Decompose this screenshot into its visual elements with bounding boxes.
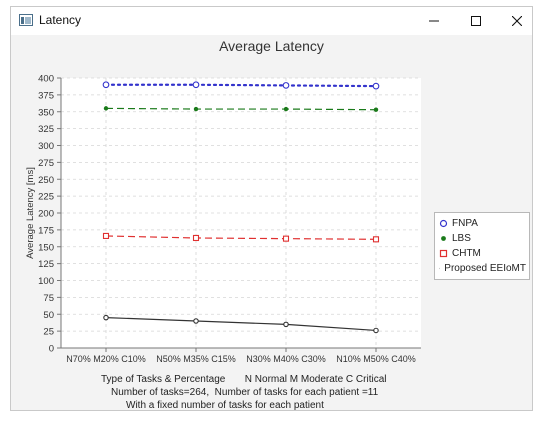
- data-point: [372, 82, 380, 90]
- y-tick-label: 200: [38, 209, 54, 220]
- data-point: [282, 82, 290, 89]
- chart-title: Average Latency: [219, 38, 324, 54]
- y-tick-label: 50: [43, 310, 54, 321]
- x-tick-label: N70% M20% C10%: [66, 354, 146, 364]
- y-tick-label: 100: [38, 276, 54, 287]
- data-point: [192, 81, 200, 89]
- y-tick-label: 325: [38, 124, 54, 135]
- java-app-icon: [19, 14, 33, 26]
- y-tick-label: 150: [38, 242, 54, 253]
- square-marker-icon: [439, 249, 448, 258]
- y-axis-label: Average Latency [ms]: [25, 167, 36, 259]
- data-point: [283, 106, 289, 112]
- circle-marker-icon: [439, 268, 441, 269]
- legend-item-lbs: LBS: [439, 231, 526, 246]
- caption-fixed-tasks: With a fixed number of tasks for each pa…: [126, 400, 324, 411]
- series-line: [104, 83, 378, 88]
- legend-label: FNPA: [452, 218, 478, 229]
- y-tick-label: 275: [38, 158, 54, 169]
- data-point: [373, 107, 379, 112]
- title-bar[interactable]: Latency: [11, 7, 532, 35]
- data-point: [193, 318, 199, 324]
- series-line: [105, 107, 377, 111]
- legend-item-fnpa: FNPA: [439, 216, 526, 231]
- maximize-button[interactable]: [457, 7, 495, 35]
- minimize-button[interactable]: [415, 7, 453, 35]
- data-point: [193, 106, 199, 112]
- y-tick-label: 0: [49, 344, 54, 355]
- data-point: [102, 232, 110, 239]
- y-tick-label: 25: [43, 327, 54, 338]
- y-tick-label: 375: [38, 90, 54, 101]
- data-point: [283, 321, 289, 328]
- legend-label: Proposed EEIoMT: [444, 263, 526, 274]
- data-point: [103, 106, 109, 111]
- y-tick-label: 350: [38, 107, 54, 118]
- x-tick-label: N30% M40% C30%: [246, 354, 326, 364]
- maximize-icon: [471, 16, 481, 26]
- x-tick-label: N10% M50% C40%: [336, 354, 416, 364]
- y-tick-label: 125: [38, 259, 54, 270]
- legend-label: LBS: [452, 233, 471, 244]
- y-tick-label: 225: [38, 192, 54, 203]
- data-point: [282, 235, 290, 242]
- close-button[interactable]: [498, 7, 536, 35]
- y-tick-label: 250: [38, 175, 54, 186]
- app-window: Latency Average Latency 0 25 50 75 100 125 150…: [10, 6, 533, 411]
- y-tick-label: 400: [38, 74, 54, 85]
- data-point: [192, 234, 200, 242]
- y-tick-label: 75: [43, 293, 54, 304]
- caption-task-types: Type of Tasks & Percentage N Normal M Mo…: [101, 374, 387, 385]
- legend-item-proposed-eeiomt: Proposed EEIoMT: [439, 261, 526, 276]
- y-tick-label: 175: [38, 225, 54, 236]
- circle-marker-icon: [439, 219, 448, 228]
- x-tick-label: N50% M35% C15%: [156, 354, 236, 364]
- data-point: [372, 236, 380, 243]
- data-point: [373, 327, 379, 334]
- dot-marker-icon: [441, 236, 446, 241]
- line-chart: 0 25 50 75 100 125 150 175 200 225 250 275 300 325 350…: [25, 74, 421, 364]
- data-point: [103, 314, 109, 321]
- legend-label: CHTM: [452, 248, 481, 259]
- caption-task-counts: Number of tasks=264, Number of tasks for…: [111, 387, 379, 398]
- window-title: Latency: [39, 13, 82, 27]
- series-line: [105, 317, 377, 332]
- data-point: [102, 81, 110, 89]
- chart-legend: FNPA LBS CHTM Proposed EEIoMT: [434, 212, 530, 280]
- legend-item-chtm: CHTM: [439, 246, 526, 261]
- minimize-icon: [429, 20, 439, 22]
- series-line: [105, 235, 377, 240]
- chart-panel: Average Latency 0 25 50 75 100 125 150 175 200 22…: [11, 35, 532, 411]
- close-icon: [512, 16, 522, 26]
- y-tick-label: 300: [38, 141, 54, 152]
